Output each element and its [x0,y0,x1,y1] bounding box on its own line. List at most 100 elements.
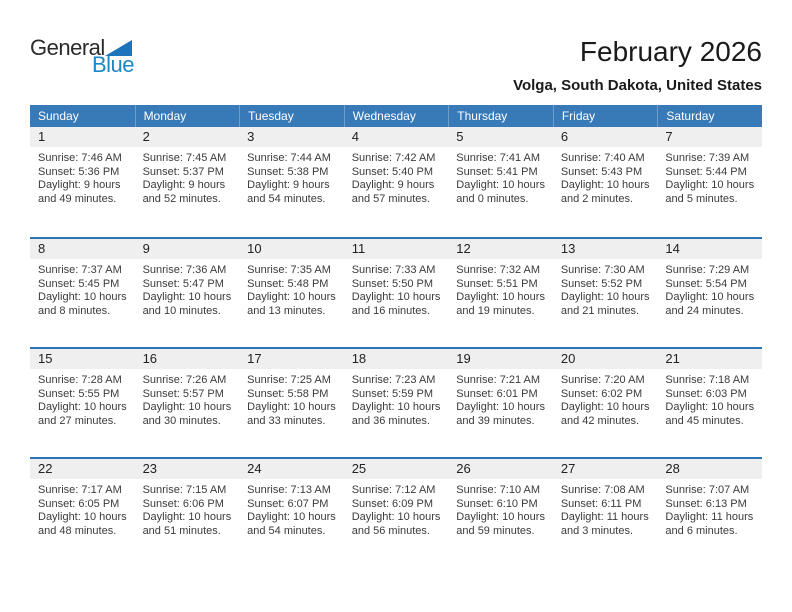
sunset-text: Sunset: 5:40 PM [351,165,434,178]
daylight-text-line2: and 10 minutes. [142,304,221,317]
daylight-text-line2: and 36 minutes. [351,414,430,427]
day-info: Sunrise: 7:33 AM Sunset: 5:50 PM Daylight:… [344,259,449,318]
day-number: 17 [239,349,344,369]
sunrise-text: Sunrise: 7:42 AM [351,152,436,164]
weekday-header-monday: Monday [134,105,240,127]
week-row: 15 Sunrise: 7:28 AM Sunset: 5:55 PM Dayligh… [30,347,762,457]
logo-word-general: General [30,35,105,60]
daylight-text-line2: and 5 minutes. [665,192,738,205]
sunrise-text: Sunrise: 7:07 AM [665,484,750,496]
day-number: 28 [657,459,762,479]
sunrise-text: Sunrise: 7:26 AM [142,374,227,386]
day-cell: 5 Sunrise: 7:41 AM Sunset: 5:41 PM Daylight… [448,127,553,237]
daylight-text-line1: Daylight: 10 hours [142,291,232,303]
day-info: Sunrise: 7:13 AM Sunset: 6:07 PM Daylight:… [239,479,344,538]
sunrise-text: Sunrise: 7:40 AM [560,152,645,164]
day-cell: 6 Sunrise: 7:40 AM Sunset: 5:43 PM Daylight… [552,127,658,237]
daylight-text-line1: Daylight: 10 hours [247,511,336,523]
daylight-text-line2: and 56 minutes. [351,524,430,537]
sunrise-text: Sunrise: 7:21 AM [456,374,541,386]
sunset-text: Sunset: 5:37 PM [142,165,224,178]
day-number: 19 [448,349,553,369]
sunrise-text: Sunrise: 7:33 AM [351,264,436,276]
sunset-text: Sunset: 6:09 PM [351,497,434,510]
sunrise-text: Sunrise: 7:28 AM [38,374,122,386]
sunset-text: Sunset: 6:11 PM [560,497,642,510]
day-cell: 18 Sunrise: 7:23 AM Sunset: 5:59 PM Dayligh… [343,349,449,457]
daylight-text-line2: and 48 minutes. [38,524,117,537]
day-info: Sunrise: 7:18 AM Sunset: 6:03 PM Daylight:… [657,369,762,428]
sunset-text: Sunset: 6:01 PM [456,387,538,400]
day-cell: 9 Sunrise: 7:36 AM Sunset: 5:47 PM Daylight… [134,239,240,347]
daylight-text-line1: Daylight: 9 hours [351,179,435,191]
daylight-text-line2: and 3 minutes. [560,524,633,537]
day-info: Sunrise: 7:25 AM Sunset: 5:58 PM Daylight:… [239,369,344,428]
day-cell: 10 Sunrise: 7:35 AM Sunset: 5:48 PM Dayligh… [239,239,344,347]
day-info: Sunrise: 7:29 AM Sunset: 5:54 PM Daylight:… [657,259,762,318]
sunrise-text: Sunrise: 7:29 AM [665,264,750,276]
sunrise-text: Sunrise: 7:17 AM [38,484,122,496]
daylight-text-line2: and 54 minutes. [247,192,326,205]
day-number: 23 [134,459,240,479]
day-info: Sunrise: 7:39 AM Sunset: 5:44 PM Daylight:… [657,147,762,206]
general-blue-logo: General Blue [30,35,135,82]
daylight-text-line1: Daylight: 10 hours [142,401,232,413]
day-info: Sunrise: 7:10 AM Sunset: 6:10 PM Daylight:… [448,479,553,538]
sunset-text: Sunset: 6:07 PM [247,497,329,510]
daylight-text-line1: Daylight: 10 hours [560,179,650,191]
daylight-text-line2: and 49 minutes. [38,192,117,205]
daylight-text-line1: Daylight: 10 hours [665,401,755,413]
day-number: 26 [448,459,553,479]
day-info: Sunrise: 7:40 AM Sunset: 5:43 PM Daylight:… [553,147,658,206]
day-number: 2 [134,127,240,147]
sunrise-text: Sunrise: 7:44 AM [247,152,331,164]
day-number: 8 [30,239,135,259]
sunset-text: Sunset: 5:48 PM [247,277,329,290]
daylight-text-line1: Daylight: 10 hours [456,511,545,523]
week-row: 22 Sunrise: 7:17 AM Sunset: 6:05 PM Dayligh… [30,457,762,567]
sunset-text: Sunset: 5:47 PM [142,277,224,290]
day-number: 16 [134,349,240,369]
daylight-text-line2: and 45 minutes. [665,414,744,427]
sunrise-text: Sunrise: 7:45 AM [142,152,227,164]
day-number: 22 [30,459,135,479]
day-info: Sunrise: 7:20 AM Sunset: 6:02 PM Daylight:… [553,369,658,428]
sunrise-text: Sunrise: 7:32 AM [456,264,541,276]
day-cell: 1 Sunrise: 7:46 AM Sunset: 5:36 PM Daylight… [30,127,135,237]
day-number: 13 [552,239,658,259]
sunset-text: Sunset: 5:45 PM [38,277,120,290]
daylight-text-line2: and 2 minutes. [560,192,633,205]
day-cell: 8 Sunrise: 7:37 AM Sunset: 5:45 PM Daylight… [30,239,135,347]
daylight-text-line2: and 16 minutes. [351,304,430,317]
day-number: 25 [343,459,449,479]
day-cell: 13 Sunrise: 7:30 AM Sunset: 5:52 PM Dayligh… [552,239,658,347]
daylight-text-line2: and 39 minutes. [456,414,535,427]
sunrise-text: Sunrise: 7:37 AM [38,264,122,276]
week-row: 1 Sunrise: 7:46 AM Sunset: 5:36 PM Daylight… [30,127,762,237]
calendar-grid: 1 Sunrise: 7:46 AM Sunset: 5:36 PM Daylight… [30,127,762,567]
day-number: 15 [30,349,135,369]
day-info: Sunrise: 7:21 AM Sunset: 6:01 PM Daylight:… [448,369,553,428]
daylight-text-line1: Daylight: 10 hours [351,401,441,413]
sunrise-text: Sunrise: 7:35 AM [247,264,331,276]
day-number: 11 [343,239,449,259]
weekday-header-thursday: Thursday [448,105,553,127]
daylight-text-line1: Daylight: 11 hours [665,511,754,523]
sunset-text: Sunset: 6:03 PM [665,387,747,400]
daylight-text-line1: Daylight: 11 hours [560,511,649,523]
day-cell: 25 Sunrise: 7:12 AM Sunset: 6:09 PM Dayligh… [343,459,449,567]
day-number: 27 [552,459,658,479]
day-cell: 12 Sunrise: 7:32 AM Sunset: 5:51 PM Dayligh… [448,239,553,347]
sunset-text: Sunset: 6:06 PM [142,497,224,510]
day-cell: 2 Sunrise: 7:45 AM Sunset: 5:37 PM Daylight… [134,127,240,237]
day-number: 7 [657,127,762,147]
sunset-text: Sunset: 5:57 PM [142,387,224,400]
sunrise-text: Sunrise: 7:13 AM [247,484,331,496]
sunrise-text: Sunrise: 7:08 AM [560,484,645,496]
sunset-text: Sunset: 5:44 PM [665,165,747,178]
day-cell: 19 Sunrise: 7:21 AM Sunset: 6:01 PM Dayligh… [448,349,553,457]
sunset-text: Sunset: 5:36 PM [38,165,120,178]
day-cell: 16 Sunrise: 7:26 AM Sunset: 5:57 PM Dayligh… [134,349,240,457]
sunrise-text: Sunrise: 7:41 AM [456,152,541,164]
sunrise-text: Sunrise: 7:46 AM [38,152,122,164]
